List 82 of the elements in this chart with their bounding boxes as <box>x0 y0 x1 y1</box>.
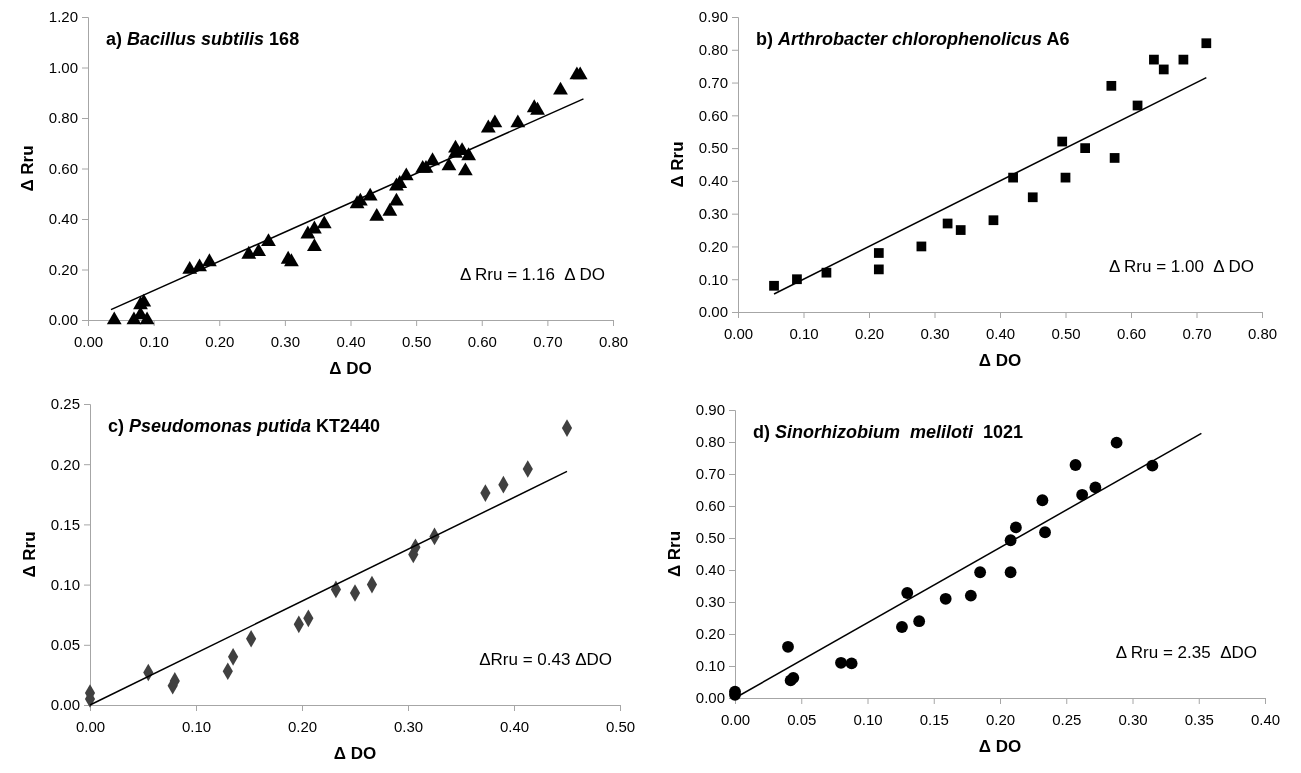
x-axis-title: Δ DO <box>333 744 377 763</box>
y-tick-label: 0.40 <box>48 210 78 228</box>
y-tick-label: 0.40 <box>695 561 725 579</box>
x-tick-label: 0.10 <box>853 710 883 728</box>
y-tick-label: 0.80 <box>695 433 725 451</box>
x-tick-label: 0.05 <box>787 710 817 728</box>
x-tick-label: 0.50 <box>1051 324 1081 342</box>
y-tick-label: 0.20 <box>48 260 78 278</box>
x-tick-label: 0.30 <box>920 324 950 342</box>
text: a) Bacillus subtilis 168 <box>106 29 300 49</box>
x-tick-label: 0.10 <box>139 332 169 350</box>
x-tick-label: 0.80 <box>1247 324 1278 342</box>
y-tick-label: 0.80 <box>698 41 728 59</box>
y-tick-label: 0.80 <box>48 109 78 127</box>
y-tick-label: 0.00 <box>698 303 728 321</box>
annotation: Δ Rru = 1.16 Δ DO <box>459 265 605 284</box>
y-tick-label: 1.20 <box>48 8 78 26</box>
y-tick-label: 0.00 <box>48 311 78 329</box>
text: c) Pseudomonas putida KT2440 <box>108 416 381 436</box>
y-tick-label: 0.60 <box>695 497 725 515</box>
x-tick-label: 0.60 <box>467 332 497 350</box>
y-axis-title: Δ Rru <box>18 145 37 192</box>
text: d) Sinorhizobium meliloti 1021 <box>753 422 1024 442</box>
y-tick-label: 0.10 <box>698 270 728 288</box>
y-tick-label: 0.00 <box>50 696 80 714</box>
x-axis-title: Δ DO <box>978 351 1022 370</box>
x-tick-label: 0.50 <box>605 717 636 735</box>
x-tick-label: 0.10 <box>789 324 819 342</box>
x-tick-label: 0.40 <box>499 717 530 735</box>
y-tick-label: 0.20 <box>695 625 725 643</box>
x-tick-label: 0.35 <box>1184 710 1214 728</box>
x-tick-label: 0.00 <box>75 717 106 735</box>
x-tick-label: 0.40 <box>985 324 1016 342</box>
x-tick-label: 0.00 <box>73 332 104 350</box>
y-tick-label: 0.05 <box>50 636 80 654</box>
y-tick-label: 0.90 <box>698 8 728 26</box>
y-tick-label: 0.70 <box>698 73 728 91</box>
x-tick-label: 0.70 <box>533 332 563 350</box>
x-axis-title: Δ DO <box>978 737 1022 756</box>
y-tick-label: 0.20 <box>50 455 80 473</box>
y-axis-title: Δ Rru <box>20 531 39 578</box>
x-tick-label: 0.25 <box>1052 710 1082 728</box>
y-tick-label: 0.50 <box>698 139 728 157</box>
y-tick-label: 0.60 <box>698 106 728 124</box>
x-tick-label: 0.50 <box>402 332 432 350</box>
x-tick-label: 0.40 <box>1250 710 1281 728</box>
x-tick-label: 0.40 <box>336 332 366 350</box>
y-tick-label: 0.25 <box>50 395 80 413</box>
y-tick-label: 0.10 <box>50 575 80 593</box>
y-tick-label: 0.15 <box>50 515 80 533</box>
y-tick-label: 0.30 <box>698 204 728 222</box>
x-tick-label: 0.60 <box>1116 324 1147 342</box>
x-tick-label: 0.20 <box>205 332 235 350</box>
x-tick-label: 0.30 <box>270 332 300 350</box>
y-tick-label: 0.60 <box>48 159 78 177</box>
x-tick-label: 0.20 <box>985 710 1016 728</box>
y-tick-label: 0.30 <box>695 593 725 611</box>
y-tick-label: 1.00 <box>48 58 78 76</box>
x-tick-label: 0.20 <box>854 324 885 342</box>
x-tick-label: 0.70 <box>1182 324 1212 342</box>
y-tick-label: 0.50 <box>695 529 725 547</box>
x-axis-title: Δ DO <box>329 359 372 378</box>
x-tick-label: 0.00 <box>720 710 751 728</box>
text: b) Arthrobacter chlorophenolicus A6 <box>756 29 1070 49</box>
y-tick-label: 0.90 <box>695 401 725 419</box>
y-tick-label: 0.10 <box>695 657 725 675</box>
y-tick-label: 0.20 <box>698 237 728 255</box>
y-tick-label: 0.40 <box>698 172 728 190</box>
y-axis-title: Δ Rru <box>665 530 684 578</box>
annotation: ΔRru = 0.43 ΔDO <box>479 650 612 669</box>
y-tick-label: 0.00 <box>695 689 725 707</box>
x-tick-label: 0.30 <box>393 717 424 735</box>
y-tick-label: 0.70 <box>695 465 725 483</box>
annotation: Δ Rru = 2.35 ΔDO <box>1115 643 1257 662</box>
x-tick-label: 0.20 <box>287 717 318 735</box>
x-tick-label: 0.15 <box>919 710 949 728</box>
annotation: Δ Rru = 1.00 Δ DO <box>1108 257 1254 276</box>
x-tick-label: 0.10 <box>181 717 212 735</box>
y-axis-title: Δ Rru <box>668 141 687 188</box>
x-tick-label: 0.80 <box>598 332 629 350</box>
x-tick-label: 0.00 <box>723 324 754 342</box>
x-tick-label: 0.30 <box>1118 710 1148 728</box>
